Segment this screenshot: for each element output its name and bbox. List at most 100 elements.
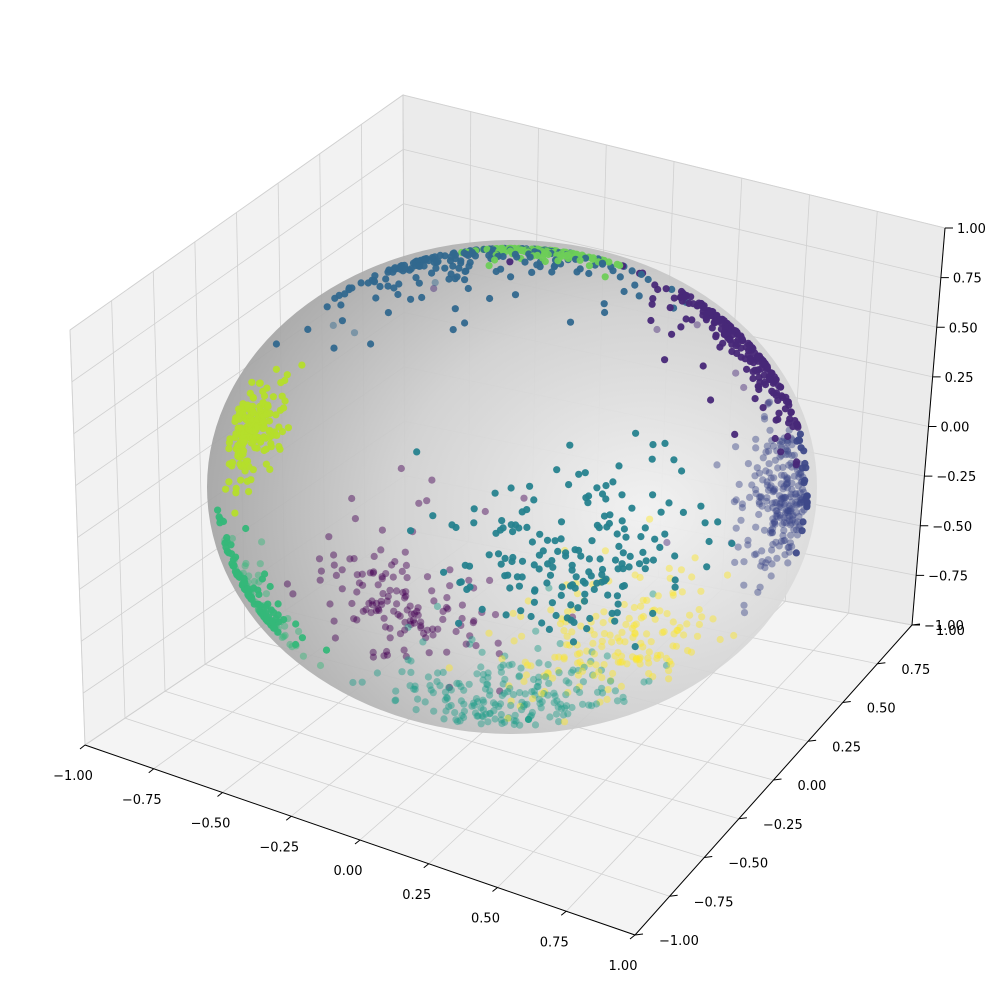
scatter-point xyxy=(368,597,376,605)
scatter-point xyxy=(240,438,248,446)
scatter-point xyxy=(531,721,540,729)
scatter-point xyxy=(651,281,659,289)
scatter-point xyxy=(783,484,792,492)
scatter-point xyxy=(744,460,753,468)
scatter-point xyxy=(762,559,770,567)
y-tick-label: 0.75 xyxy=(901,663,930,678)
scatter-point xyxy=(792,549,800,557)
scatter-point xyxy=(567,601,575,609)
scatter-point xyxy=(501,652,509,660)
scatter-point xyxy=(474,712,482,720)
scatter-point xyxy=(767,474,775,482)
scatter-point xyxy=(579,662,587,670)
scatter-point xyxy=(289,590,297,598)
scatter-point xyxy=(795,512,803,521)
scatter-point xyxy=(298,634,306,642)
scatter-point xyxy=(656,607,664,615)
scatter-point xyxy=(423,497,431,505)
scatter-point xyxy=(792,526,801,534)
scatter-point xyxy=(446,582,454,590)
scatter-point xyxy=(598,689,607,697)
scatter-point xyxy=(671,576,679,584)
scatter-point xyxy=(788,479,796,487)
scatter-point xyxy=(470,701,478,710)
scatter-point xyxy=(264,600,272,608)
z-tick-label: −1.00 xyxy=(924,619,964,634)
scatter-point xyxy=(461,276,469,284)
scatter-point xyxy=(579,700,587,708)
scatter-point xyxy=(370,568,378,576)
scatter-point xyxy=(413,607,421,616)
scatter-point xyxy=(752,523,760,531)
scatter-point xyxy=(372,599,380,608)
scatter-point xyxy=(662,285,670,293)
scatter-point xyxy=(479,696,487,704)
scatter-point xyxy=(547,606,555,614)
y-tick-label: −0.75 xyxy=(694,895,734,910)
scatter-point xyxy=(365,599,373,608)
scatter-point xyxy=(600,512,609,520)
scatter-point xyxy=(458,601,466,609)
scatter-point xyxy=(568,628,576,636)
scatter-point xyxy=(402,652,410,661)
scatter-point xyxy=(788,486,796,494)
scatter-point xyxy=(498,517,506,525)
scatter-point xyxy=(529,695,537,703)
scatter-point xyxy=(446,566,454,574)
scatter-point xyxy=(649,295,657,303)
scatter-point xyxy=(577,622,585,630)
scatter-point xyxy=(267,443,275,451)
scatter-point xyxy=(398,567,406,576)
scatter-point xyxy=(607,677,615,685)
scatter-point xyxy=(671,583,679,591)
scatter-point xyxy=(554,257,562,265)
scatter-point xyxy=(788,542,796,551)
scatter-point xyxy=(599,619,607,627)
scatter-point xyxy=(377,597,385,605)
scatter-point xyxy=(771,434,779,443)
scatter-point xyxy=(798,485,807,493)
scatter-point xyxy=(620,697,628,706)
scatter-point xyxy=(228,534,236,543)
x-tick-label: 0.00 xyxy=(334,864,363,879)
scatter-point xyxy=(636,654,644,662)
y-tick xyxy=(842,701,851,703)
scatter-point xyxy=(521,701,529,709)
scatter-point xyxy=(614,658,622,666)
scatter-point xyxy=(641,524,649,532)
scatter-point xyxy=(465,680,473,688)
scatter-point xyxy=(592,612,600,620)
scatter-point xyxy=(442,707,450,715)
scatter-point xyxy=(780,471,788,479)
scatter-point xyxy=(394,610,402,619)
scatter-point xyxy=(434,625,442,633)
scatter-point xyxy=(448,521,456,529)
scatter-point xyxy=(603,652,611,660)
scatter-point xyxy=(775,542,783,550)
scatter-point xyxy=(573,685,581,694)
scatter-point xyxy=(439,668,447,677)
scatter-point xyxy=(614,634,622,642)
scatter-point xyxy=(428,587,436,595)
scatter-point xyxy=(600,630,609,638)
scatter-point xyxy=(456,717,464,725)
scatter-point xyxy=(658,629,667,637)
x-tick-label: −0.75 xyxy=(122,793,162,808)
scatter-point xyxy=(484,673,492,682)
scatter-point xyxy=(794,482,803,490)
scatter-point xyxy=(647,638,655,646)
scatter-point xyxy=(668,330,676,338)
scatter-point xyxy=(489,699,498,707)
scatter-point xyxy=(555,669,563,677)
scatter-point xyxy=(348,494,356,503)
scatter-point xyxy=(258,538,266,546)
scatter-point xyxy=(430,707,438,715)
scatter-point xyxy=(521,690,529,698)
scatter-point xyxy=(585,262,594,270)
scatter-point xyxy=(740,383,748,392)
scatter-point xyxy=(620,287,628,296)
scatter-point xyxy=(601,547,610,555)
scatter-point xyxy=(752,486,760,494)
scatter-point xyxy=(457,578,465,586)
scatter-point xyxy=(769,442,778,450)
